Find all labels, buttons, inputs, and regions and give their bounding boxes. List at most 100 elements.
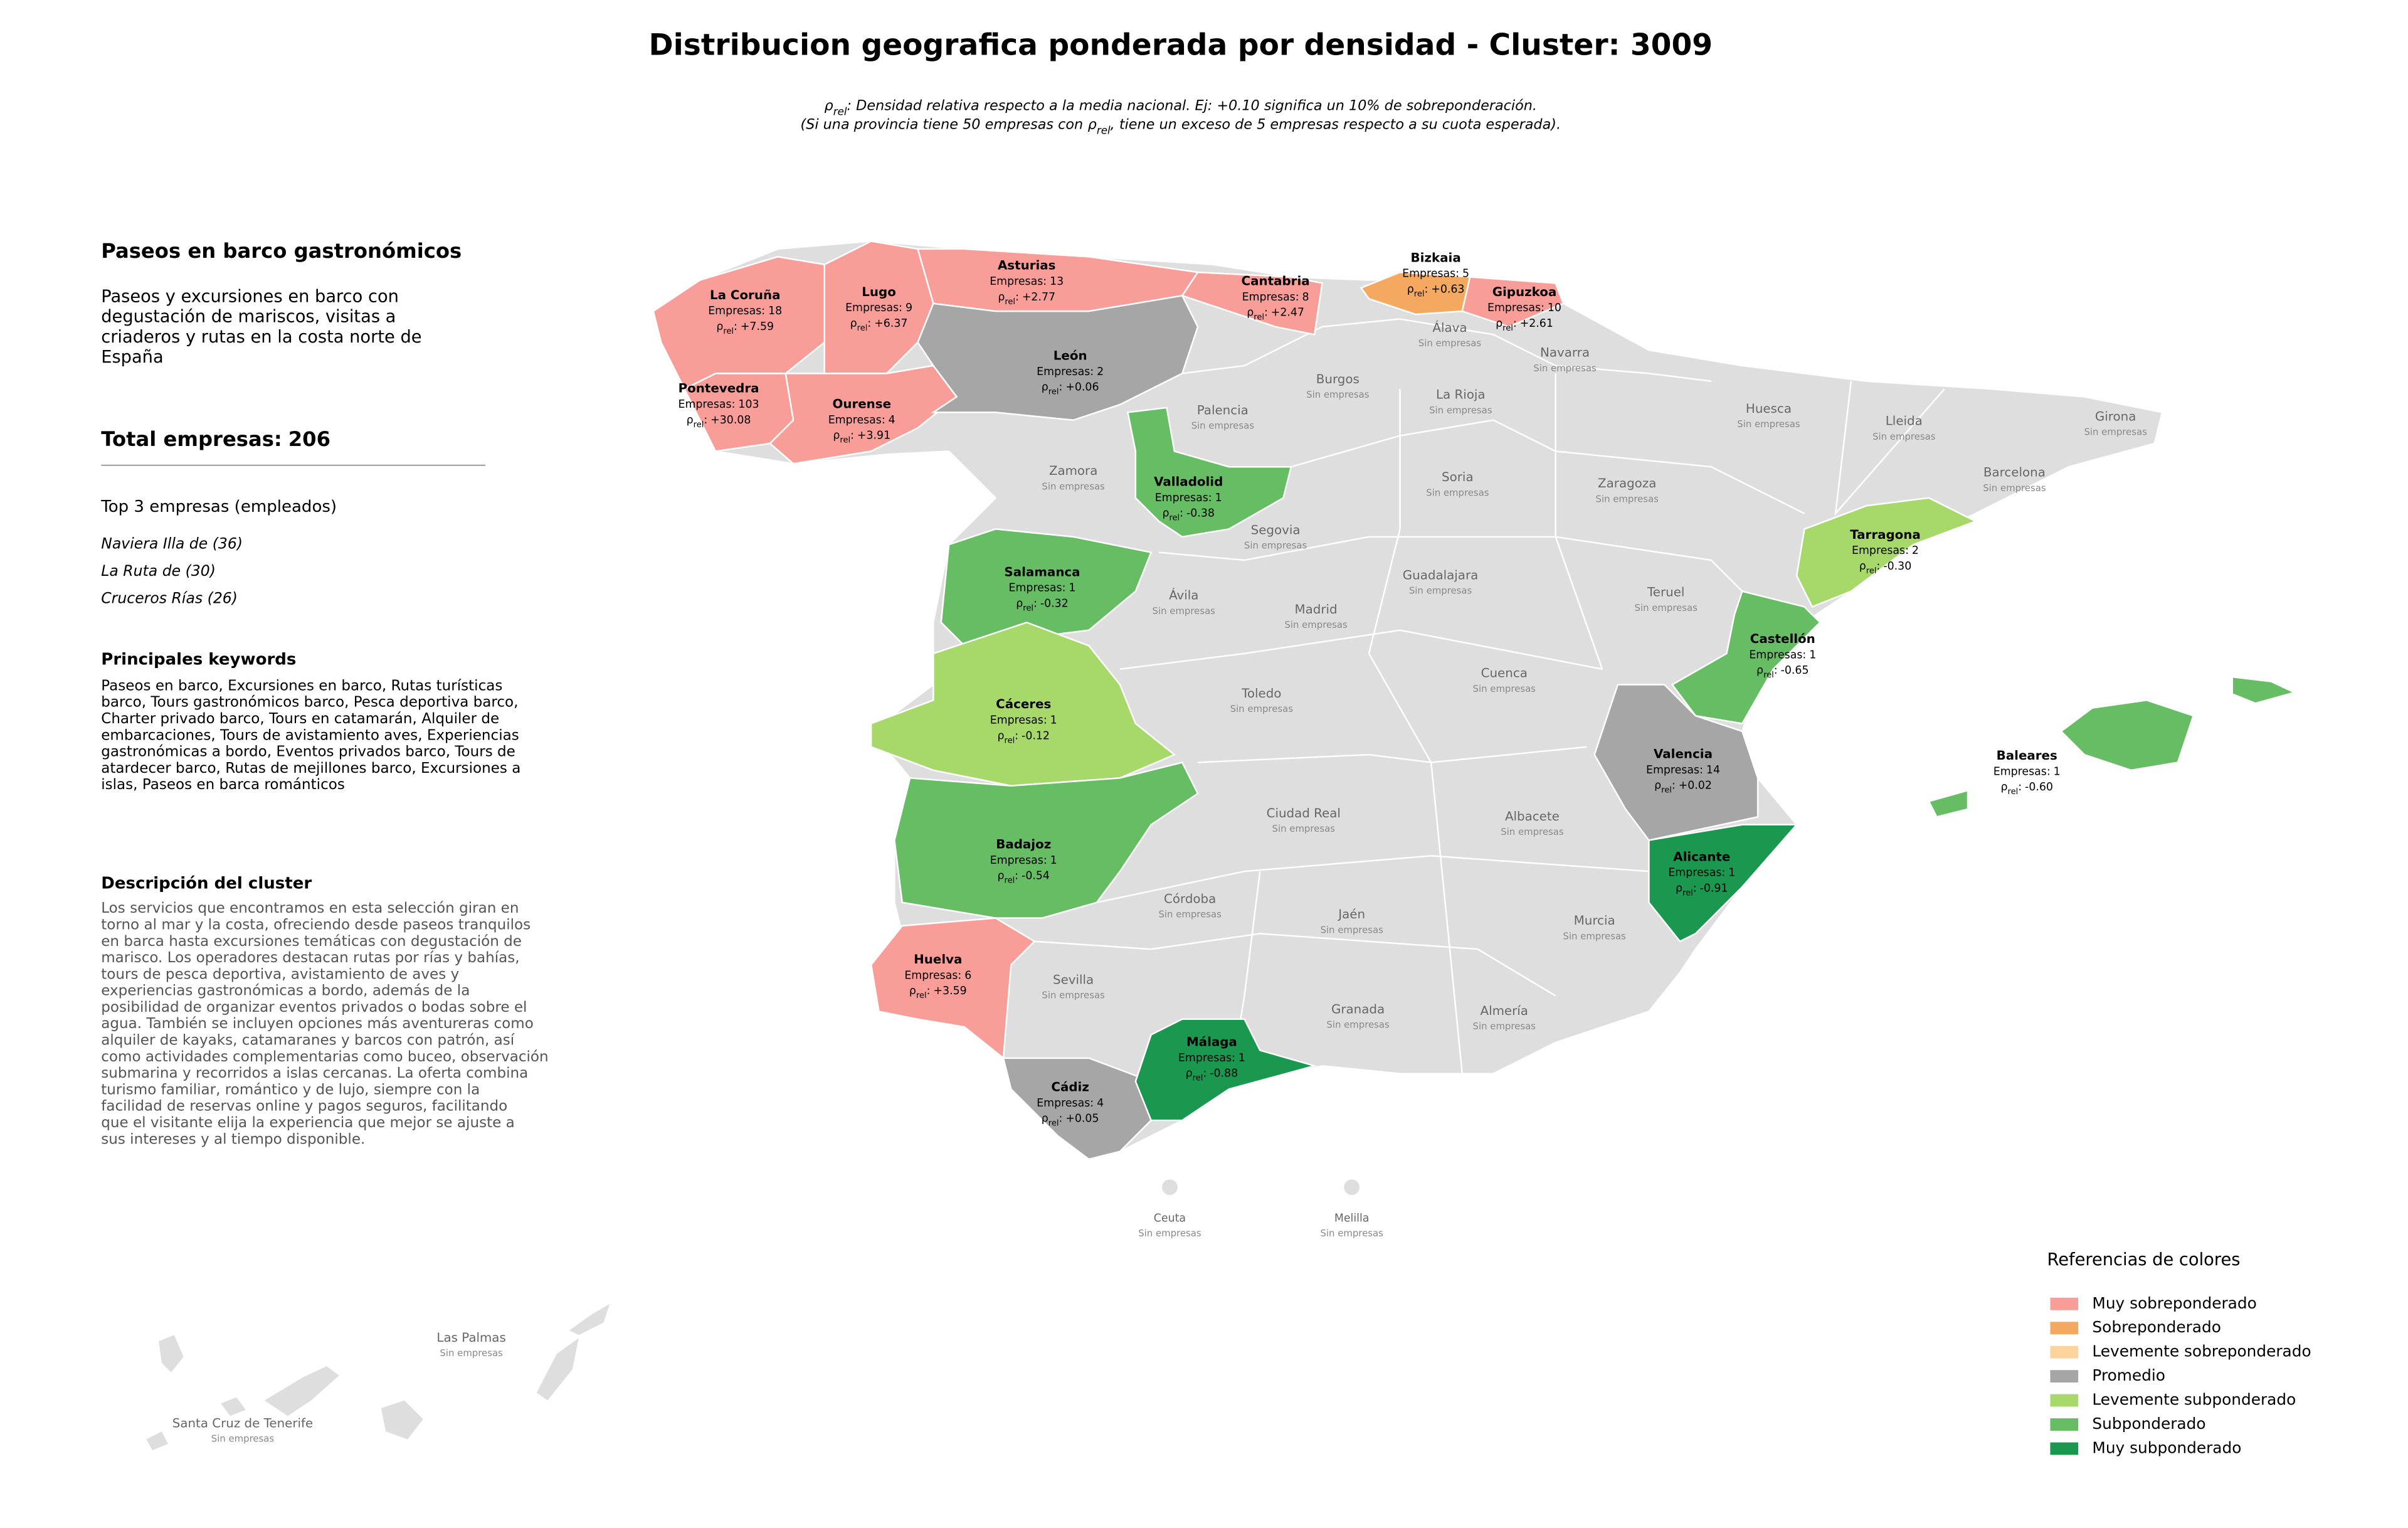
province-density: ρrel: +6.37: [850, 317, 908, 333]
panel-summary: Paseos y excursiones en barco con: [101, 287, 399, 306]
companies-value: 1: [1050, 714, 1057, 727]
province-shape: [1593, 684, 1759, 841]
density-separator: :: [1180, 507, 1183, 520]
province-density: ρrel: -0.91: [1676, 882, 1728, 898]
density-subscript: rel: [1097, 124, 1111, 136]
companies-value: 10: [1548, 302, 1561, 314]
density-separator: :: [1015, 291, 1019, 304]
border: [1555, 373, 1603, 670]
companies-value: 18: [768, 305, 782, 317]
province-name: La Coruña: [710, 288, 780, 302]
island: [146, 1431, 168, 1450]
legend-label: Muy subponderado: [2092, 1438, 2241, 1456]
province-name: Navarra: [1540, 346, 1590, 360]
province-name: Almería: [1481, 1004, 1528, 1018]
province-shape: [1795, 497, 1978, 608]
province-name: Cádiz: [1051, 1080, 1089, 1094]
density-value: +0.02: [1679, 780, 1712, 792]
province-name: Baleares: [1997, 748, 2057, 763]
density-subscript: rel: [2008, 787, 2019, 797]
description-line: facilidad de reservas online y pagos seg…: [101, 1098, 507, 1115]
province-companies: Empresas: 1: [990, 854, 1057, 867]
companies-value: 4: [889, 414, 895, 427]
density-symbol: ρ: [1859, 560, 1866, 573]
border: [1198, 746, 1587, 763]
subtitle-line: ρrel: Densidad relativa respecto a la me…: [825, 97, 1537, 118]
density-value: -0.38: [1186, 507, 1215, 520]
province-name: Guadalajara: [1403, 568, 1478, 582]
province-name: Jaén: [1337, 907, 1365, 921]
province-shape: [1928, 789, 1969, 818]
province-name: Zaragoza: [1598, 476, 1656, 491]
density-separator: :: [1015, 870, 1018, 883]
island: [221, 1397, 246, 1416]
density-subscript: rel: [1023, 603, 1033, 613]
companies-label: Empresas:: [1487, 302, 1545, 314]
density-value: -0.54: [1022, 870, 1050, 883]
density-symbol: ρ: [2001, 781, 2008, 793]
companies-label: Empresas:: [1852, 544, 1909, 557]
density-symbol: ρ: [1496, 317, 1502, 330]
total-label: Total empresas:: [101, 427, 282, 451]
density-subscript: rel: [833, 105, 847, 118]
no-companies: Sin empresas: [1429, 405, 1492, 416]
description-line: marisco. Los operadores destacan rutas p…: [101, 950, 519, 966]
legend-swatch: [2050, 1418, 2079, 1431]
description-line: en barca hasta excursiones temáticas con…: [101, 933, 522, 950]
density-separator: :: [1015, 730, 1018, 742]
description-line: agua. También se incluyen opciones más a…: [101, 1016, 534, 1032]
province-shape: [2231, 676, 2297, 704]
legend-swatch: [2050, 1345, 2079, 1359]
border: [1158, 536, 1743, 592]
density-separator: :: [1877, 560, 1881, 573]
legend-swatch: [2050, 1297, 2079, 1310]
density-subscript: rel: [1682, 888, 1693, 898]
keywords-line: gastronómicas a bordo, Eventos privados …: [101, 744, 515, 760]
province-companies: Empresas: 9: [845, 302, 912, 314]
legend-label: Sobreponderado: [2092, 1318, 2221, 1336]
province-density: ρrel: -0.54: [998, 870, 1050, 886]
description-line: alquiler de kayaks, catamaranes y barcos…: [101, 1032, 515, 1049]
density-value: +3.91: [857, 430, 890, 442]
description-line: submarina y recorridos a islas cercanas.…: [101, 1065, 528, 1081]
no-companies: Sin empresas: [1426, 487, 1489, 498]
companies-value: 4: [1097, 1097, 1104, 1110]
density-symbol: ρ: [1654, 780, 1661, 792]
canary-islands: [146, 1303, 610, 1450]
density-subscript: rel: [1169, 514, 1180, 523]
density-value: -0.32: [1040, 597, 1069, 610]
province-name: León: [1054, 349, 1087, 363]
province-density: ρrel: -0.32: [1016, 597, 1068, 613]
no-companies: Sin empresas: [1284, 619, 1348, 630]
island: [569, 1303, 610, 1335]
legend-label: Muy sobreponderado: [2092, 1294, 2256, 1312]
province-shape: [1181, 271, 1323, 336]
province-density: ρrel: +0.63: [1407, 283, 1465, 299]
density-value: +2.47: [1271, 307, 1304, 319]
density-value: +30.08: [710, 414, 751, 427]
density-subscript: rel: [1005, 876, 1015, 886]
companies-label: Empresas:: [845, 302, 902, 314]
companies-value: 9: [906, 302, 912, 314]
province-name: Lleida: [1886, 414, 1923, 428]
subtitle-text: , tiene un exceso de 5 empresas respecto…: [1111, 116, 1561, 132]
companies-label: Empresas:: [828, 414, 885, 427]
province-companies: Empresas: 13: [990, 275, 1064, 288]
top-heading: Top 3 empresas (empleados): [100, 497, 337, 516]
subtitle-text: (Si una provincia tiene 50 empresas con: [801, 116, 1084, 132]
companies-value: 13: [1050, 275, 1064, 288]
density-separator: :: [1264, 307, 1268, 319]
province-shape: [1134, 1018, 1318, 1122]
legend-swatch: [2050, 1370, 2079, 1383]
province-density: ρrel: -0.12: [998, 730, 1050, 745]
no-companies: Sin empresas: [1042, 990, 1105, 1001]
density-symbol: ρ: [998, 730, 1005, 742]
keywords-line: embarcaciones, Tours de avistamiento ave…: [101, 727, 519, 743]
no-companies: Sin empresas: [1306, 389, 1370, 400]
density-symbol: ρ: [1407, 283, 1414, 295]
legend-label: Subponderado: [2092, 1414, 2205, 1433]
subtitle-line: (Si una provincia tiene 50 empresas con ρ…: [801, 116, 1561, 137]
province-name: Valladolid: [1154, 475, 1223, 489]
province-density: ρrel: +3.91: [833, 430, 890, 445]
